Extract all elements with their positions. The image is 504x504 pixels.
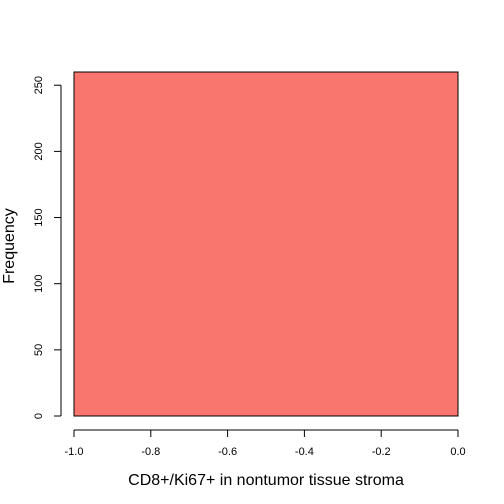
- x-tick-label-3: -0.4: [295, 446, 314, 458]
- y-tick-label-5: 250: [33, 76, 45, 94]
- x-tick-label-0: -1.0: [65, 446, 84, 458]
- y-axis-title: Frequency: [1, 208, 18, 284]
- y-axis: 0 50 100 150 200 250: [33, 76, 62, 419]
- y-tick-label-1: 50: [33, 344, 45, 356]
- x-tick-label-4: -0.2: [372, 446, 391, 458]
- x-axis: -1.0 -0.8 -0.6 -0.4 -0.2 0.0: [65, 429, 466, 458]
- y-tick-label-4: 200: [33, 142, 45, 160]
- y-tick-label-0: 0: [33, 413, 45, 419]
- y-tick-label-2: 100: [33, 275, 45, 293]
- histogram-bar-0: [73, 71, 459, 417]
- bars-group: [73, 71, 459, 417]
- x-tick-label-5: 0.0: [450, 446, 465, 458]
- y-tick-label-3: 150: [33, 208, 45, 226]
- x-tick-label-1: -0.8: [141, 446, 160, 458]
- x-tick-label-2: -0.6: [218, 446, 237, 458]
- x-axis-title: CD8+/Ki67+ in nontumor tissue stroma: [128, 472, 404, 489]
